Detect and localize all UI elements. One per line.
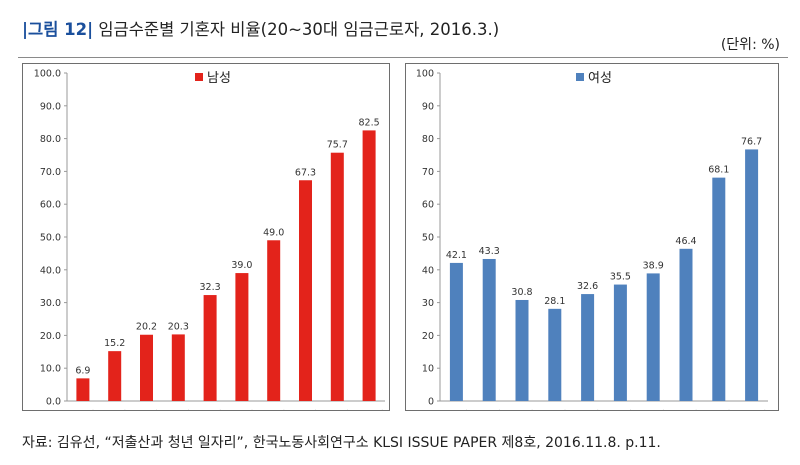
male-category-label: 1분위 — [71, 409, 95, 410]
female-bar — [745, 149, 759, 401]
female-category-label: 10분위 — [737, 409, 767, 410]
male-y-tick-label: 30.0 — [40, 298, 61, 309]
male-data-label: 15.2 — [104, 338, 125, 349]
female-category-label: 8분위 — [674, 409, 698, 410]
female-y-tick-label: 0 — [428, 397, 434, 408]
female-bar — [482, 258, 496, 401]
female-data-label: 28.1 — [544, 296, 565, 307]
male-category-label: 6분위 — [230, 409, 254, 410]
male-data-label: 20.2 — [136, 322, 157, 333]
male-bar — [235, 273, 249, 401]
figure-header: |그림 12| 임금수준별 기혼자 비율(20~30대 임금근로자, 2016.… — [22, 16, 499, 40]
male-y-tick-label: 60.0 — [40, 200, 61, 211]
female-category-label: 4분위 — [543, 409, 567, 410]
female-bar — [646, 273, 660, 401]
female-y-tick-label: 100 — [416, 69, 434, 80]
male-data-label: 32.3 — [200, 282, 221, 293]
male-y-tick-label: 80.0 — [40, 134, 61, 145]
female-bar — [679, 248, 693, 401]
female-bar — [581, 294, 595, 401]
male-bar — [330, 152, 344, 401]
male-category-label: 10분위 — [354, 409, 384, 410]
male-bar — [362, 130, 376, 401]
male-data-label: 39.0 — [231, 260, 252, 271]
male-data-label: 6.9 — [75, 365, 90, 376]
female-y-tick-label: 40 — [422, 265, 434, 276]
female-legend-swatch — [576, 73, 584, 81]
female-category-label: 6분위 — [609, 409, 633, 410]
female-y-tick-label: 80 — [422, 134, 434, 145]
figure-label: |그림 12| — [22, 20, 94, 39]
female-bar-chart: 0 10 20 30 40 50 60 70 80 90 100 42.1 1분위 43.3 2분위 30.8… — [416, 69, 768, 410]
male-category-label: 5분위 — [198, 409, 222, 410]
male-category-label: 7분위 — [262, 409, 286, 410]
male-y-tick-label: 0.0 — [46, 397, 61, 408]
female-y-tick-label: 90 — [422, 101, 434, 112]
male-bar-chart: 0.0 10.0 20.0 30.0 40.0 50.0 60.0 70.0 80.0 90.0 1… — [34, 69, 385, 410]
male-bar — [299, 180, 312, 401]
male-bar — [140, 334, 153, 401]
male-y-tick-label: 100.0 — [34, 69, 61, 80]
female-data-label: 38.9 — [643, 260, 664, 271]
female-category-label: 9분위 — [707, 409, 731, 410]
female-y-tick-label: 20 — [422, 331, 434, 342]
male-legend-label: 남성 — [207, 71, 231, 86]
male-data-label: 75.7 — [327, 140, 348, 151]
female-bar — [515, 299, 529, 401]
male-bar — [108, 351, 122, 401]
female-y-tick-label: 10 — [422, 364, 434, 375]
female-y-tick-label: 60 — [422, 200, 434, 211]
male-y-tick-label: 40.0 — [40, 265, 61, 276]
female-data-label: 46.4 — [675, 236, 696, 247]
male-data-label: 82.5 — [359, 117, 380, 128]
male-chart-panel: 0.0 10.0 20.0 30.0 40.0 50.0 60.0 70.0 80.0 90.0 1… — [22, 63, 390, 411]
female-category-label: 5분위 — [576, 409, 600, 410]
male-bar — [267, 240, 281, 401]
female-data-label: 42.1 — [446, 250, 467, 261]
male-y-tick-label: 70.0 — [40, 167, 61, 178]
female-category-label: 7분위 — [641, 409, 665, 410]
chart-title: 임금수준별 기혼자 비율(20~30대 임금근로자, 2016.3.) — [98, 20, 500, 39]
female-y-tick-label: 70 — [422, 167, 434, 178]
female-legend-label: 여성 — [588, 71, 612, 86]
male-data-label: 67.3 — [295, 167, 316, 178]
male-data-label: 20.3 — [168, 321, 189, 332]
male-category-label: 9분위 — [326, 409, 350, 410]
female-data-label: 76.7 — [741, 136, 762, 147]
female-category-label: 1분위 — [445, 409, 469, 410]
female-y-tick-label: 50 — [422, 233, 434, 244]
male-category-label: 8분위 — [294, 409, 318, 410]
male-legend-swatch — [195, 73, 203, 81]
female-y-tick-label: 30 — [422, 298, 434, 309]
female-data-label: 35.5 — [610, 272, 631, 283]
male-y-tick-label: 10.0 — [40, 364, 61, 375]
female-bar — [613, 284, 627, 401]
female-category-label: 3분위 — [510, 409, 534, 410]
female-bar — [548, 308, 562, 401]
male-bar — [76, 378, 90, 401]
female-data-label: 68.1 — [708, 165, 729, 176]
female-data-label: 32.6 — [577, 281, 598, 292]
unit-label: (단위: %) — [720, 37, 780, 53]
male-y-tick-label: 50.0 — [40, 233, 61, 244]
male-bar — [203, 295, 217, 401]
female-data-label: 43.3 — [479, 246, 500, 257]
male-category-label: 4분위 — [167, 409, 191, 410]
female-data-label: 30.8 — [511, 287, 532, 298]
female-bar — [712, 177, 726, 401]
male-category-label: 2분위 — [103, 409, 127, 410]
male-bar — [171, 334, 185, 401]
female-chart-panel: 0 10 20 30 40 50 60 70 80 90 100 42.1 1분위 43.3 2분위 30.8… — [405, 63, 779, 411]
source-note: 자료: 김유선, “저출산과 청년 일자리”, 한국노동사회연구소 KLSI I… — [22, 435, 661, 451]
male-data-label: 49.0 — [263, 227, 284, 238]
male-y-tick-label: 90.0 — [40, 101, 61, 112]
male-category-label: 3분위 — [135, 409, 159, 410]
female-category-label: 2분위 — [477, 409, 501, 410]
female-bar — [449, 262, 463, 401]
male-y-tick-label: 20.0 — [40, 331, 61, 342]
header-divider — [18, 57, 788, 58]
